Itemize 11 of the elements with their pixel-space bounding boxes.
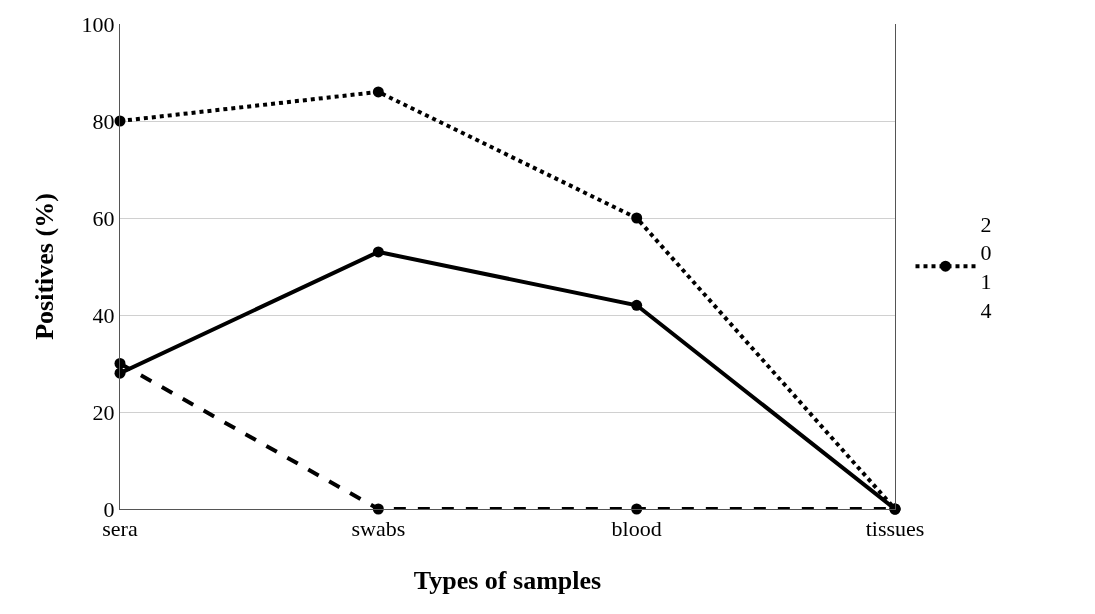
y-tick-label: 40 <box>92 302 115 328</box>
y-tick-label: 80 <box>92 108 115 134</box>
x-axis-title: Types of samples <box>413 566 602 596</box>
x-tick-label: swabs <box>351 516 406 542</box>
y-tick-label: 20 <box>92 399 115 425</box>
legend-label: 2014 <box>980 211 992 323</box>
x-tick-label: blood <box>611 516 662 542</box>
x-tick-label: tissues <box>865 516 925 542</box>
y-axis-title: Positives (%) <box>30 193 59 340</box>
y-tick-label: 100 <box>81 11 115 37</box>
y-tick-label: 60 <box>92 205 115 231</box>
